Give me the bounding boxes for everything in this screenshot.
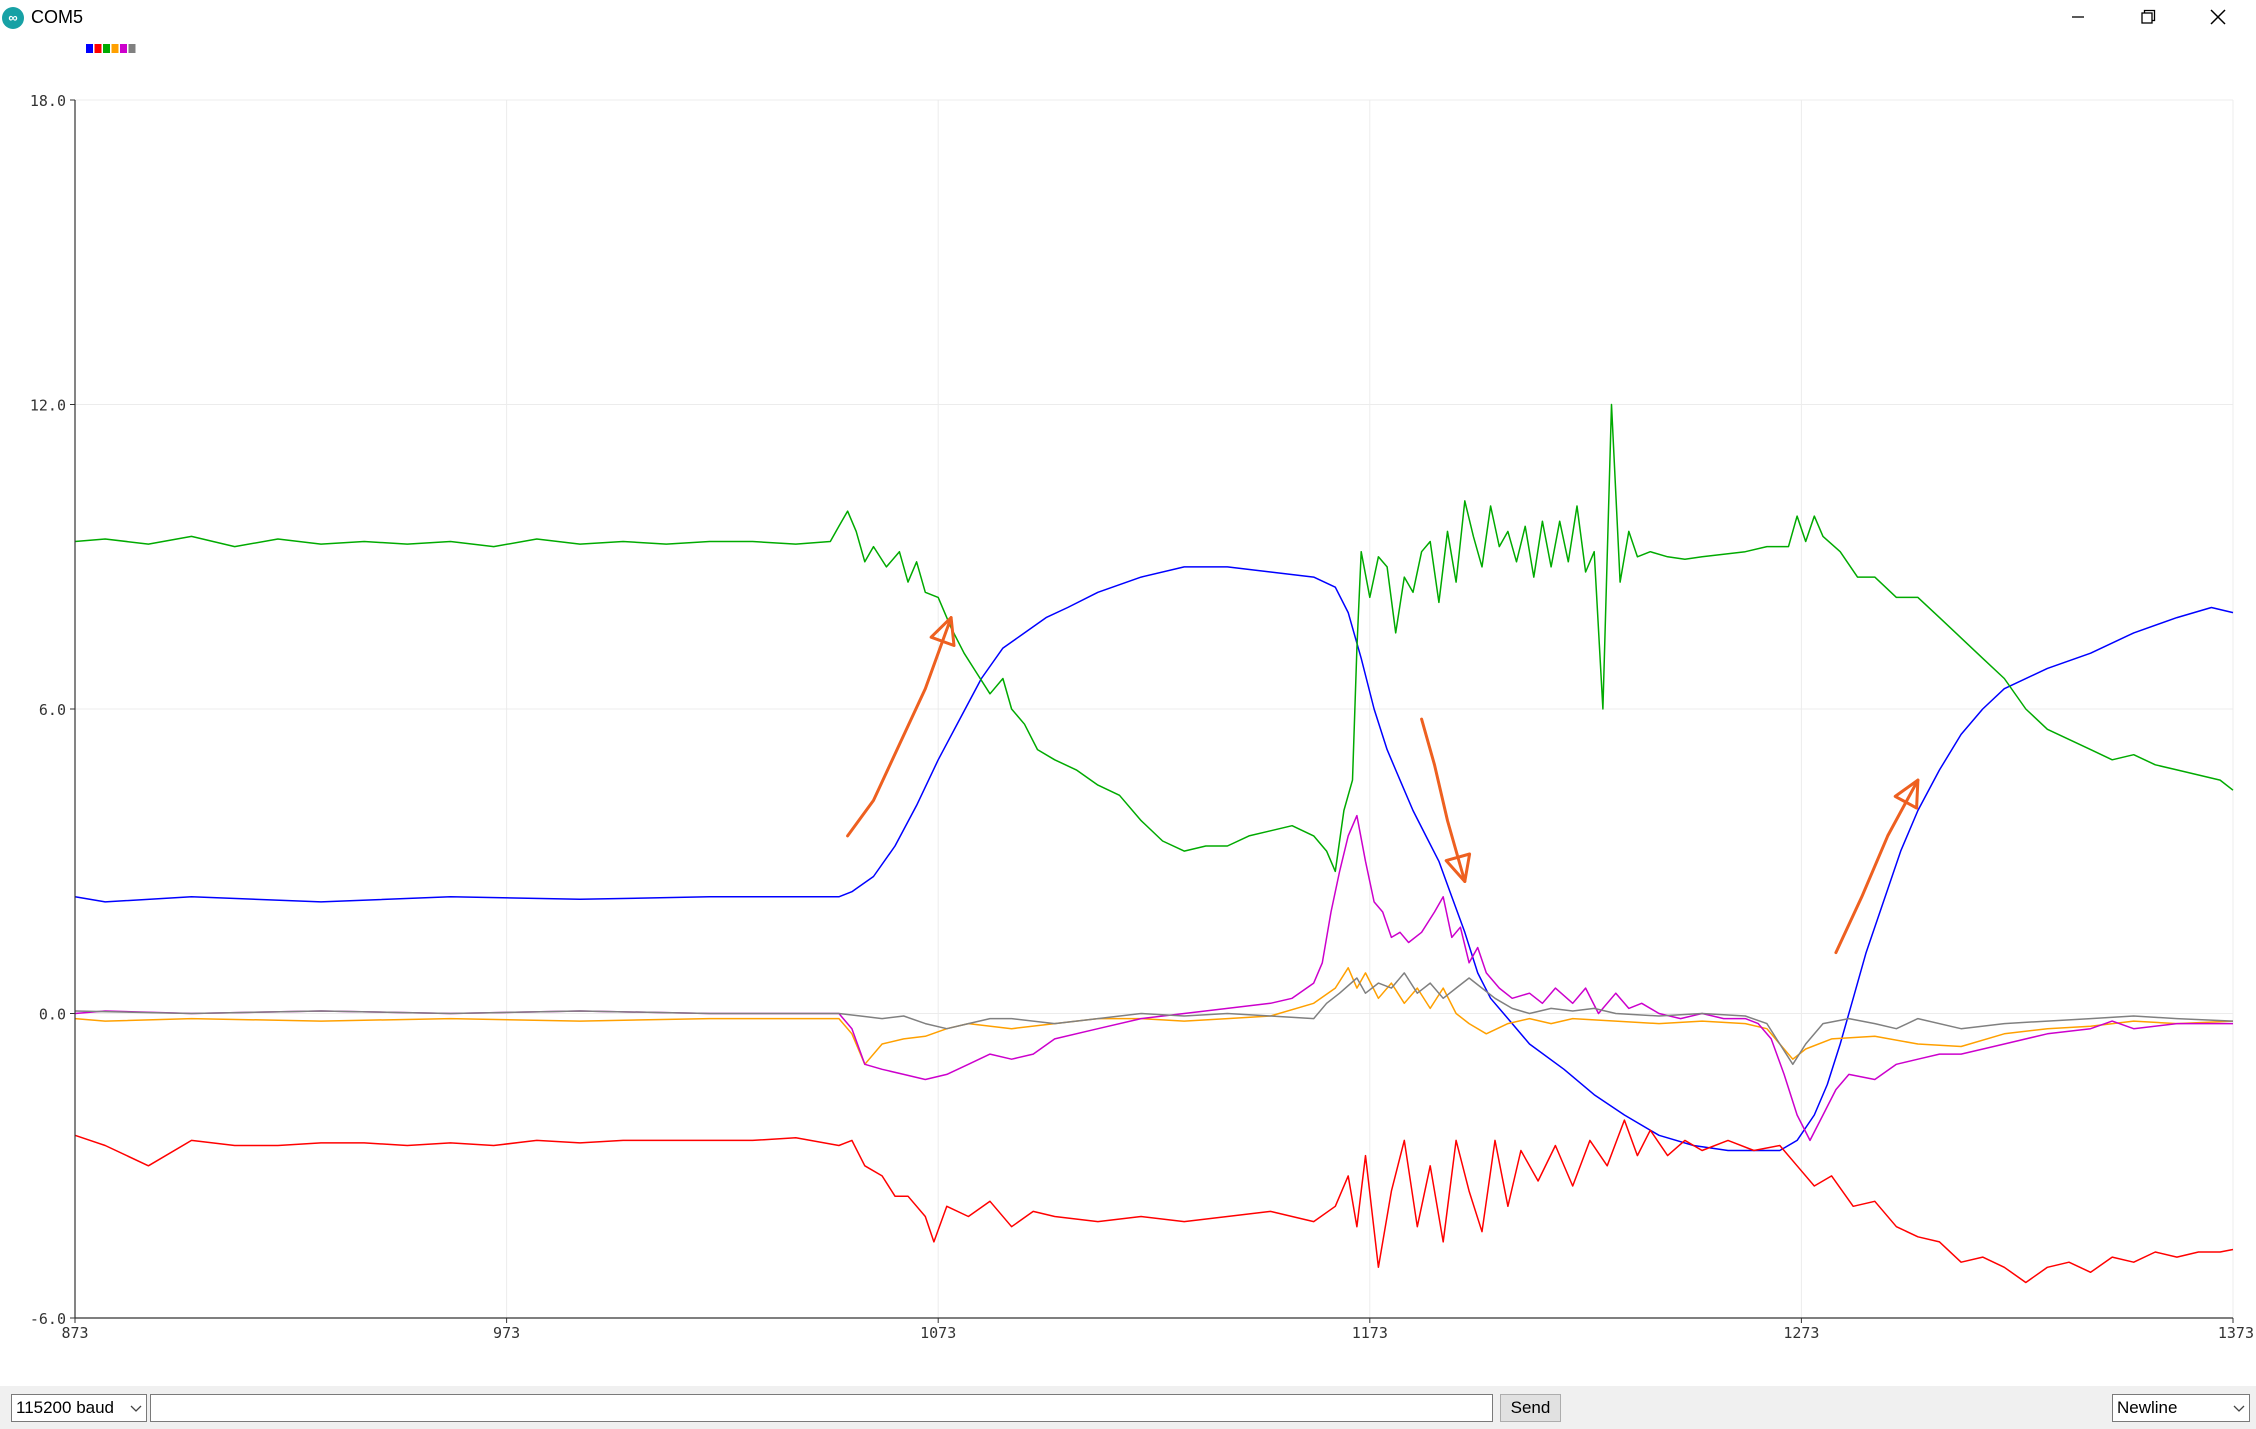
y-tick-label: 12.0 <box>30 397 66 415</box>
annotation-arrow-1 <box>1420 717 1467 883</box>
series-line-5 <box>74 972 2234 1066</box>
window-title: COM5 <box>31 7 84 27</box>
x-tick-label: 1373 <box>2218 1324 2254 1342</box>
close-button[interactable] <box>2183 0 2253 34</box>
x-tick-label: 1173 <box>1352 1324 1388 1342</box>
chevron-down-icon <box>2233 1405 2245 1412</box>
y-tick-label: 6.0 <box>39 701 66 719</box>
message-input[interactable] <box>150 1394 1493 1422</box>
x-tick-label: 873 <box>61 1324 88 1342</box>
line-ending-value: Newline <box>2117 1398 2178 1417</box>
send-button[interactable]: Send <box>1500 1394 1561 1422</box>
serial-plotter: 18.0 12.0 6.0 0.0 -6.0 873 973 1073 1173 1273 1373 <box>0 34 2256 1386</box>
series-line-2 <box>74 403 2234 873</box>
restore-button[interactable] <box>2113 0 2183 34</box>
grid <box>75 99 2234 1318</box>
title-bar: ∞ COM5 <box>0 0 2256 34</box>
y-tick-label: 18.0 <box>30 92 66 110</box>
annotation-arrow-2 <box>1834 778 1920 955</box>
annotation-arrowhead-1 <box>1444 852 1472 883</box>
series-line-0 <box>74 566 2234 1152</box>
minimize-button[interactable] <box>2043 0 2113 34</box>
baud-rate-value: 115200 baud <box>16 1398 115 1417</box>
arduino-icon: ∞ <box>2 7 24 29</box>
legend-swatch-3 <box>111 44 119 53</box>
close-icon <box>2210 9 2226 25</box>
restore-icon <box>2141 9 2156 24</box>
x-tick-label: 973 <box>493 1324 520 1342</box>
series-line-3 <box>74 967 2234 1066</box>
y-tick-label: 0.0 <box>39 1006 66 1024</box>
bottom-bar: 115200 baud Send Newline <box>0 1386 2256 1429</box>
chevron-down-icon <box>130 1405 142 1412</box>
legend-swatch-2 <box>103 44 110 53</box>
legend-swatch-0 <box>86 44 93 53</box>
annotations <box>846 616 1920 955</box>
legend <box>86 44 136 53</box>
legend-swatch-4 <box>120 44 127 53</box>
series-lines <box>74 403 2234 1284</box>
x-tick-label: 1273 <box>1783 1324 1819 1342</box>
annotation-arrowhead-2 <box>1893 778 1920 810</box>
annotation-arrowhead-0 <box>929 616 956 647</box>
x-tick-label: 1073 <box>920 1324 956 1342</box>
series-line-4 <box>74 814 2233 1142</box>
minimize-icon <box>2072 16 2084 18</box>
y-tick-label: -6.0 <box>30 1310 66 1328</box>
line-ending-select[interactable]: Newline <box>2112 1394 2250 1422</box>
legend-swatch-5 <box>128 44 136 53</box>
annotation-arrow-0 <box>846 616 953 838</box>
series-line-1 <box>74 1119 2234 1284</box>
baud-rate-select[interactable]: 115200 baud <box>11 1394 147 1422</box>
legend-swatch-1 <box>94 44 102 53</box>
